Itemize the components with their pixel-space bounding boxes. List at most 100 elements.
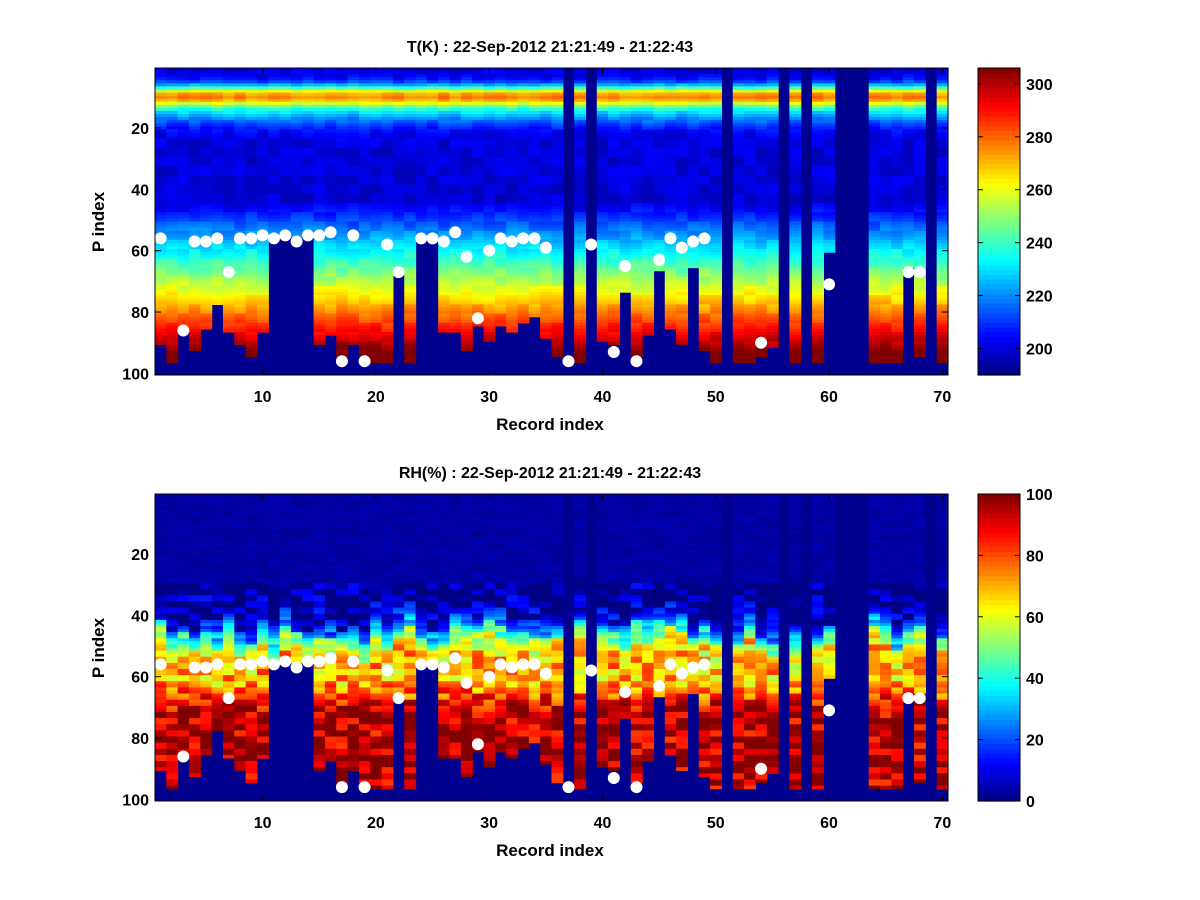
heatmap-cell <box>472 285 485 290</box>
heatmap-cell <box>336 107 349 112</box>
heatmap-cell <box>256 215 269 220</box>
heatmap-cell <box>358 92 371 97</box>
heatmap-cell <box>438 157 451 161</box>
heatmap-cell <box>506 270 519 275</box>
heatmap-cell <box>358 163 371 167</box>
heatmap-cell <box>211 95 224 100</box>
heatmap-cell <box>415 132 428 137</box>
heatmap-cell <box>188 92 201 97</box>
heatmap-cell <box>494 83 507 88</box>
heatmap-cell <box>506 319 519 324</box>
heatmap-cell <box>676 101 689 106</box>
heatmap-cell <box>574 258 587 263</box>
heatmap-cell <box>698 325 711 330</box>
heatmap-cell <box>744 230 757 235</box>
heatmap-cell <box>789 255 802 259</box>
heatmap-cell <box>392 239 405 244</box>
heatmap-cell <box>256 107 269 112</box>
heatmap-cell <box>370 267 383 272</box>
heatmap-cell <box>245 292 258 296</box>
heatmap-cell <box>676 224 689 229</box>
heatmap-cell <box>234 135 247 140</box>
heatmap-cell <box>313 279 326 284</box>
heatmap-cell <box>642 86 655 91</box>
heatmap-cell <box>336 157 349 161</box>
heatmap-cell <box>392 141 405 146</box>
heatmap-cell <box>290 120 303 124</box>
heatmap-cell <box>642 95 655 100</box>
heatmap-cell <box>222 227 235 232</box>
heatmap-cell <box>902 68 915 72</box>
heatmap-cell <box>494 215 507 220</box>
heatmap-cell <box>483 325 496 330</box>
heatmap-cell <box>302 157 315 161</box>
heatmap-cell <box>574 150 587 155</box>
heatmap-cell <box>188 169 201 173</box>
heatmap-cell <box>177 206 190 210</box>
heatmap-cell <box>710 86 723 91</box>
heatmap-cell <box>891 310 904 315</box>
heatmap-cell <box>880 175 892 180</box>
heatmap-cell <box>166 310 179 315</box>
heatmap-cell <box>664 150 677 155</box>
heatmap-cell <box>698 74 711 78</box>
heatmap-cell <box>222 163 235 167</box>
heatmap-cell <box>506 289 519 293</box>
heatmap-cell <box>460 338 473 342</box>
heatmap-cell <box>710 110 723 115</box>
record-column-11 <box>268 68 281 238</box>
heatmap-cell <box>676 107 689 112</box>
heatmap-cell <box>245 252 258 256</box>
heatmap-cell <box>347 212 360 216</box>
heatmap-cell <box>812 347 824 352</box>
heatmap-cell <box>687 98 700 103</box>
heatmap-cell <box>551 71 564 75</box>
heatmap-cell <box>687 157 700 161</box>
heatmap-cell <box>619 178 632 183</box>
heatmap-cell <box>789 350 802 355</box>
heatmap-cell <box>234 258 247 263</box>
heatmap-cell <box>472 184 485 189</box>
heatmap-cell <box>540 292 553 296</box>
heatmap-cell <box>483 316 496 321</box>
heatmap-cell <box>415 227 428 232</box>
heatmap-cell <box>268 110 281 115</box>
heatmap-cell <box>596 325 609 330</box>
heatmap-cell <box>302 218 315 223</box>
heatmap-cell <box>336 215 349 220</box>
heatmap-cell <box>880 129 892 134</box>
heatmap-cell <box>698 98 711 103</box>
heatmap-cell <box>630 166 643 170</box>
heatmap-cell <box>619 153 632 158</box>
heatmap-cell <box>188 252 201 256</box>
heatmap-cell <box>188 246 201 250</box>
heatmap-cell <box>664 92 677 97</box>
heatmap-cell <box>630 123 643 127</box>
heatmap-cell <box>245 255 258 259</box>
heatmap-cell <box>336 123 349 127</box>
temperature-title: T(K) : 22-Sep-2012 21:21:49 - 21:22:43 <box>407 39 693 56</box>
heatmap-cell <box>290 107 303 112</box>
heatmap-cell <box>449 236 462 241</box>
heatmap-cell <box>347 332 360 336</box>
heatmap-cell <box>358 107 371 112</box>
heatmap-cell <box>200 258 213 263</box>
heatmap-cell <box>868 123 881 127</box>
heatmap-cell <box>630 126 643 130</box>
heatmap-cell <box>574 175 587 180</box>
heatmap-cell <box>370 292 383 296</box>
heatmap-cell <box>415 181 428 186</box>
heatmap-cell <box>868 316 881 321</box>
heatmap-cell <box>517 249 530 253</box>
heatmap-cell <box>290 187 303 192</box>
heatmap-cell <box>438 71 451 75</box>
heatmap-cell <box>324 68 337 72</box>
heatmap-cell <box>438 129 451 134</box>
heatmap-cell <box>336 239 349 244</box>
heatmap-cell <box>744 267 757 272</box>
heatmap-cell <box>574 187 587 192</box>
heatmap-cell <box>381 160 394 164</box>
heatmap-cell <box>336 169 349 173</box>
heatmap-cell <box>687 120 700 124</box>
heatmap-cell <box>540 175 553 180</box>
